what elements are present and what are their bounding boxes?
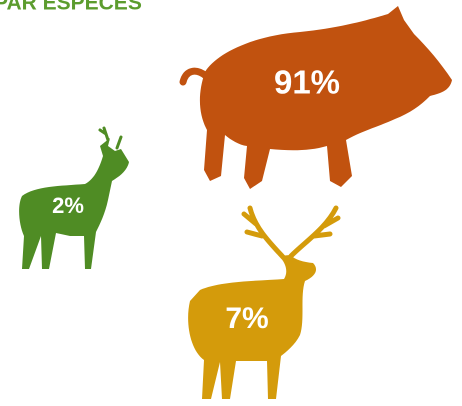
animal-silhouette bbox=[188, 255, 317, 399]
antler bbox=[241, 205, 341, 260]
animal: 2% bbox=[19, 126, 130, 269]
animal-silhouette bbox=[19, 138, 130, 269]
value-label: 2% bbox=[52, 193, 84, 218]
value-label: 91% bbox=[274, 64, 340, 101]
antler bbox=[179, 67, 210, 86]
animal: 91% bbox=[179, 6, 452, 189]
animal-silhouette bbox=[199, 6, 452, 189]
title: PAR ESPECES bbox=[0, 0, 142, 15]
antler bbox=[98, 126, 123, 150]
value-label: 7% bbox=[225, 302, 268, 335]
animal: 7% bbox=[188, 205, 341, 399]
